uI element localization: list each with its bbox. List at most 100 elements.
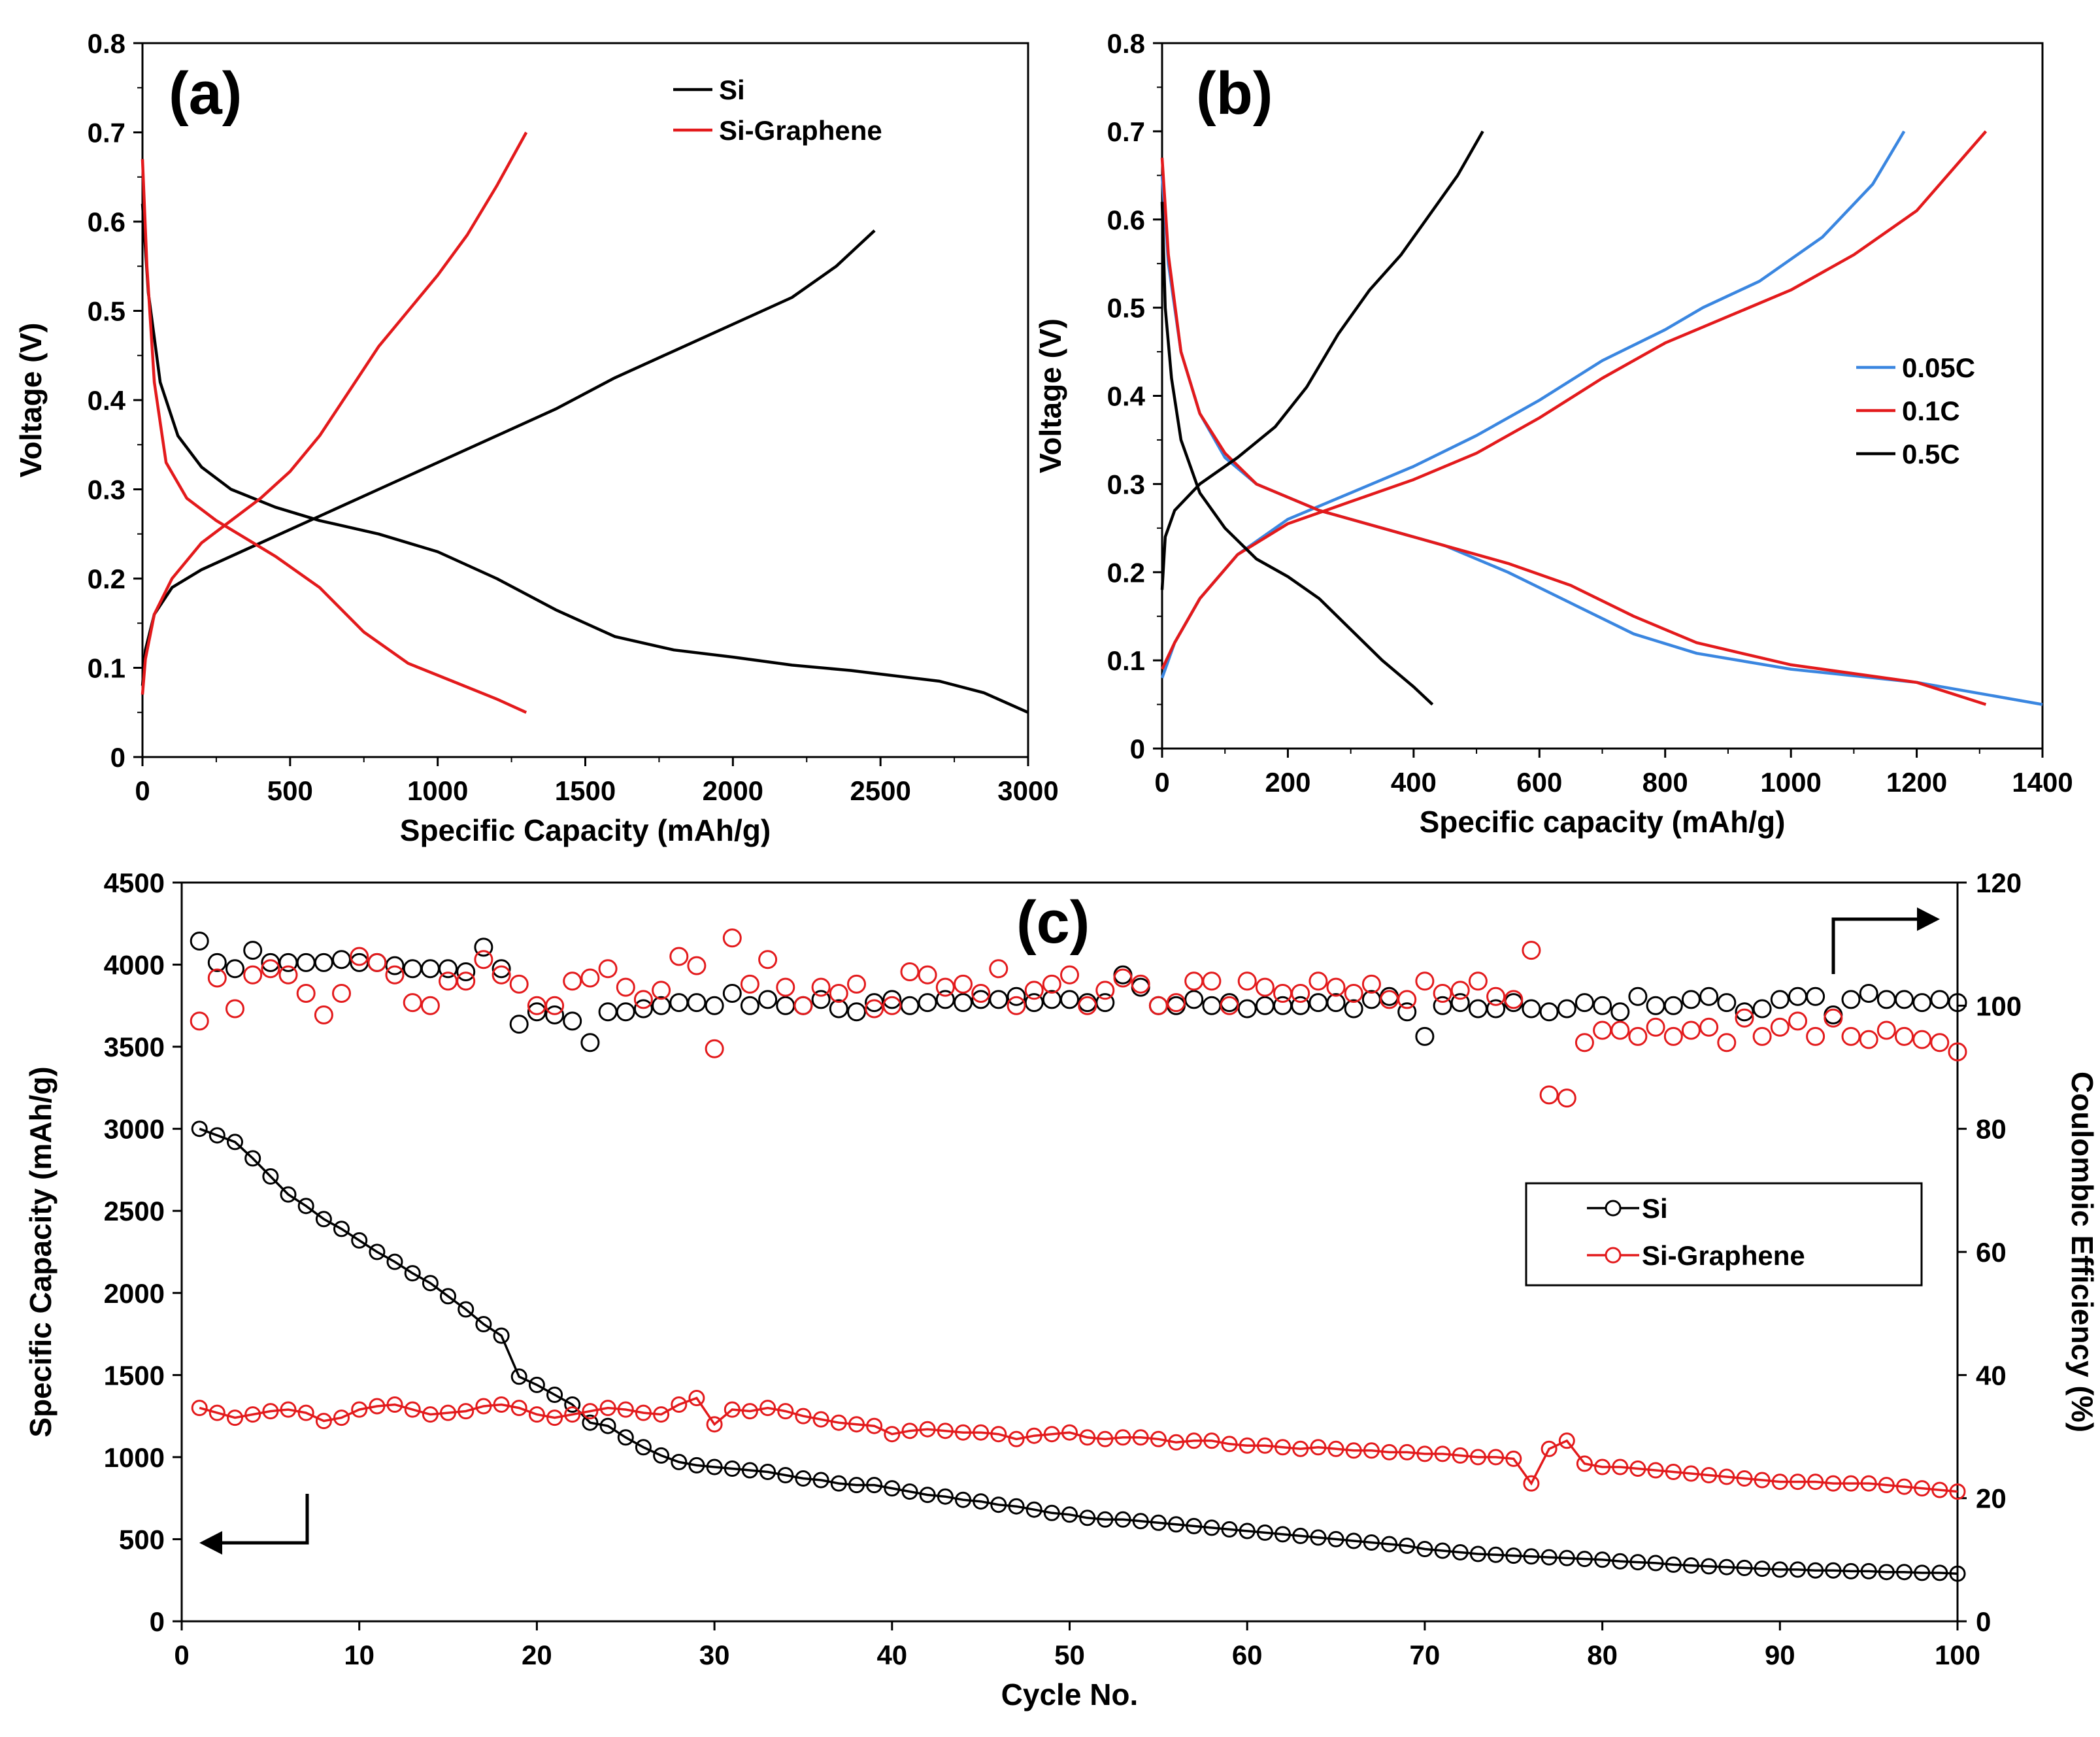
- capacity-point-si-graphene: [1168, 1434, 1184, 1451]
- capacity-point-si-graphene: [1860, 1475, 1877, 1492]
- capacity-point-si-graphene: [1275, 1439, 1291, 1456]
- efficiency-point-si: [1948, 993, 1967, 1013]
- capacity-point-si: [1452, 1544, 1469, 1560]
- capacity-line-si: [199, 1128, 1958, 1575]
- capacity-point-si: [1825, 1562, 1842, 1579]
- capacity-point-si-graphene: [1541, 1440, 1558, 1457]
- efficiency-point-si: [847, 1002, 866, 1022]
- y-tick-label: 0: [150, 1606, 165, 1637]
- capacity-point-si-graphene: [1292, 1440, 1309, 1457]
- x-tick-label: 90: [1765, 1640, 1795, 1670]
- capacity-point-si: [1345, 1532, 1362, 1549]
- efficiency-point-si: [900, 996, 920, 1015]
- capacity-point-si-graphene: [1647, 1462, 1664, 1479]
- efficiency-point-si-graphene: [598, 959, 618, 979]
- y-tick-label: 0.8: [1107, 28, 1145, 59]
- capacity-point-si-graphene: [1310, 1439, 1327, 1456]
- efficiency-point-si: [598, 1002, 618, 1022]
- legend-label: 0.05C: [1902, 352, 1975, 383]
- capacity-point-si-graphene: [1114, 1429, 1131, 1446]
- capacity-point-si-graphene: [777, 1403, 794, 1420]
- capacity-point-si: [1256, 1524, 1273, 1541]
- efficiency-point-si-graphene: [652, 981, 671, 1000]
- y-tick-label: 1500: [104, 1360, 165, 1391]
- capacity-point-si-graphene: [1239, 1437, 1256, 1454]
- y-tick-label: 2500: [104, 1196, 165, 1226]
- efficiency-point-si-graphene: [1522, 941, 1541, 960]
- capacity-point-si: [617, 1429, 634, 1446]
- capacity-point-si: [458, 1301, 475, 1318]
- efficiency-point-si: [243, 941, 263, 960]
- capacity-point-si-graphene: [1878, 1477, 1895, 1494]
- legend-label: Si: [1642, 1193, 1668, 1224]
- capacity-point-si-graphene: [1754, 1472, 1771, 1489]
- efficiency-point-si-graphene: [1397, 990, 1417, 1009]
- efficiency-point-si: [1717, 993, 1737, 1013]
- efficiency-point-si: [225, 959, 244, 979]
- y-tick-label: 0.5: [88, 296, 125, 327]
- efficiency-point-si: [705, 996, 724, 1015]
- capacity-point-si: [1576, 1551, 1593, 1568]
- capacity-point-si: [1842, 1562, 1859, 1579]
- y-tick-label: 0: [110, 742, 125, 773]
- y-tick-label: 4000: [104, 950, 165, 981]
- efficiency-point-si: [1095, 993, 1115, 1013]
- capacity-point-si: [741, 1462, 758, 1479]
- capacity-point-si-graphene: [208, 1404, 225, 1421]
- capacity-point-si-graphene: [315, 1413, 332, 1430]
- capacity-point-si: [1381, 1536, 1398, 1553]
- series-line-si-graphene-discharge: [141, 159, 527, 714]
- efficiency-point-si: [1593, 996, 1612, 1015]
- capacity-point-si-graphene: [582, 1403, 599, 1420]
- y2-axis-label: Coulombic Efficiency (%): [2065, 1071, 2099, 1432]
- efficiency-point-si-graphene: [1220, 996, 1239, 1015]
- capacity-point-si-graphene: [635, 1404, 652, 1421]
- capacity-point-si-graphene: [955, 1424, 971, 1441]
- efficiency-point-si-graphene: [367, 953, 387, 972]
- efficiency-point-si-graphene: [1575, 1033, 1594, 1053]
- y2-tick-label: 40: [1976, 1360, 2007, 1391]
- legend-box: [1525, 1182, 1923, 1287]
- capacity-point-si-graphene: [386, 1396, 403, 1413]
- efficiency-point-si-graphene: [1060, 965, 1079, 985]
- capacity-point-si: [191, 1121, 208, 1138]
- capacity-point-si: [1043, 1504, 1060, 1521]
- efficiency-point-si-graphene: [1895, 1026, 1914, 1046]
- capacity-point-si: [1665, 1556, 1682, 1573]
- x-tick-label: 800: [1642, 767, 1688, 798]
- capacity-point-si: [1239, 1523, 1256, 1540]
- capacity-point-si: [244, 1150, 261, 1167]
- y-tick-label: 0.4: [1107, 381, 1146, 412]
- efficiency-axis-arrow: [1831, 907, 1940, 974]
- efficiency-point-si: [722, 984, 742, 1003]
- y2-tick-label: 100: [1976, 990, 2022, 1021]
- capacity-point-si: [1754, 1560, 1771, 1577]
- efficiency-point-si-graphene: [420, 996, 440, 1015]
- capacity-point-si: [1931, 1564, 1948, 1581]
- capacity-point-si: [901, 1483, 918, 1500]
- capacity-point-si: [1363, 1534, 1380, 1551]
- capacity-point-si-graphene: [227, 1409, 243, 1426]
- series-line-si-discharge: [141, 203, 1029, 714]
- capacity-point-si-graphene: [1701, 1467, 1718, 1483]
- capacity-point-si: [1025, 1501, 1042, 1518]
- x-tick-label: 600: [1516, 767, 1562, 798]
- efficiency-point-si-graphene: [1735, 1008, 1754, 1028]
- capacity-point-si-graphene: [1665, 1464, 1682, 1480]
- capacity-point-si-graphene: [1612, 1459, 1629, 1476]
- y-tick-label: 1000: [104, 1442, 165, 1473]
- capacity-point-si-graphene: [1825, 1475, 1842, 1492]
- efficiency-point-si: [207, 953, 227, 972]
- y-tick-label: 0.3: [1107, 469, 1145, 499]
- capacity-point-si: [440, 1288, 456, 1305]
- capacity-point-si-graphene: [1097, 1430, 1114, 1447]
- efficiency-point-si-graphene: [1752, 1026, 1772, 1046]
- capacity-point-si-graphene: [1150, 1430, 1167, 1447]
- capacity-point-si-graphene: [1896, 1478, 1912, 1495]
- efficiency-point-si: [1184, 990, 1204, 1009]
- efficiency-point-si: [1876, 990, 1896, 1009]
- efficiency-point-si-graphene: [829, 984, 848, 1003]
- capacity-point-si-graphene: [351, 1401, 368, 1418]
- efficiency-point-si-graphene: [1148, 996, 1168, 1015]
- efficiency-point-si-graphene: [758, 950, 778, 970]
